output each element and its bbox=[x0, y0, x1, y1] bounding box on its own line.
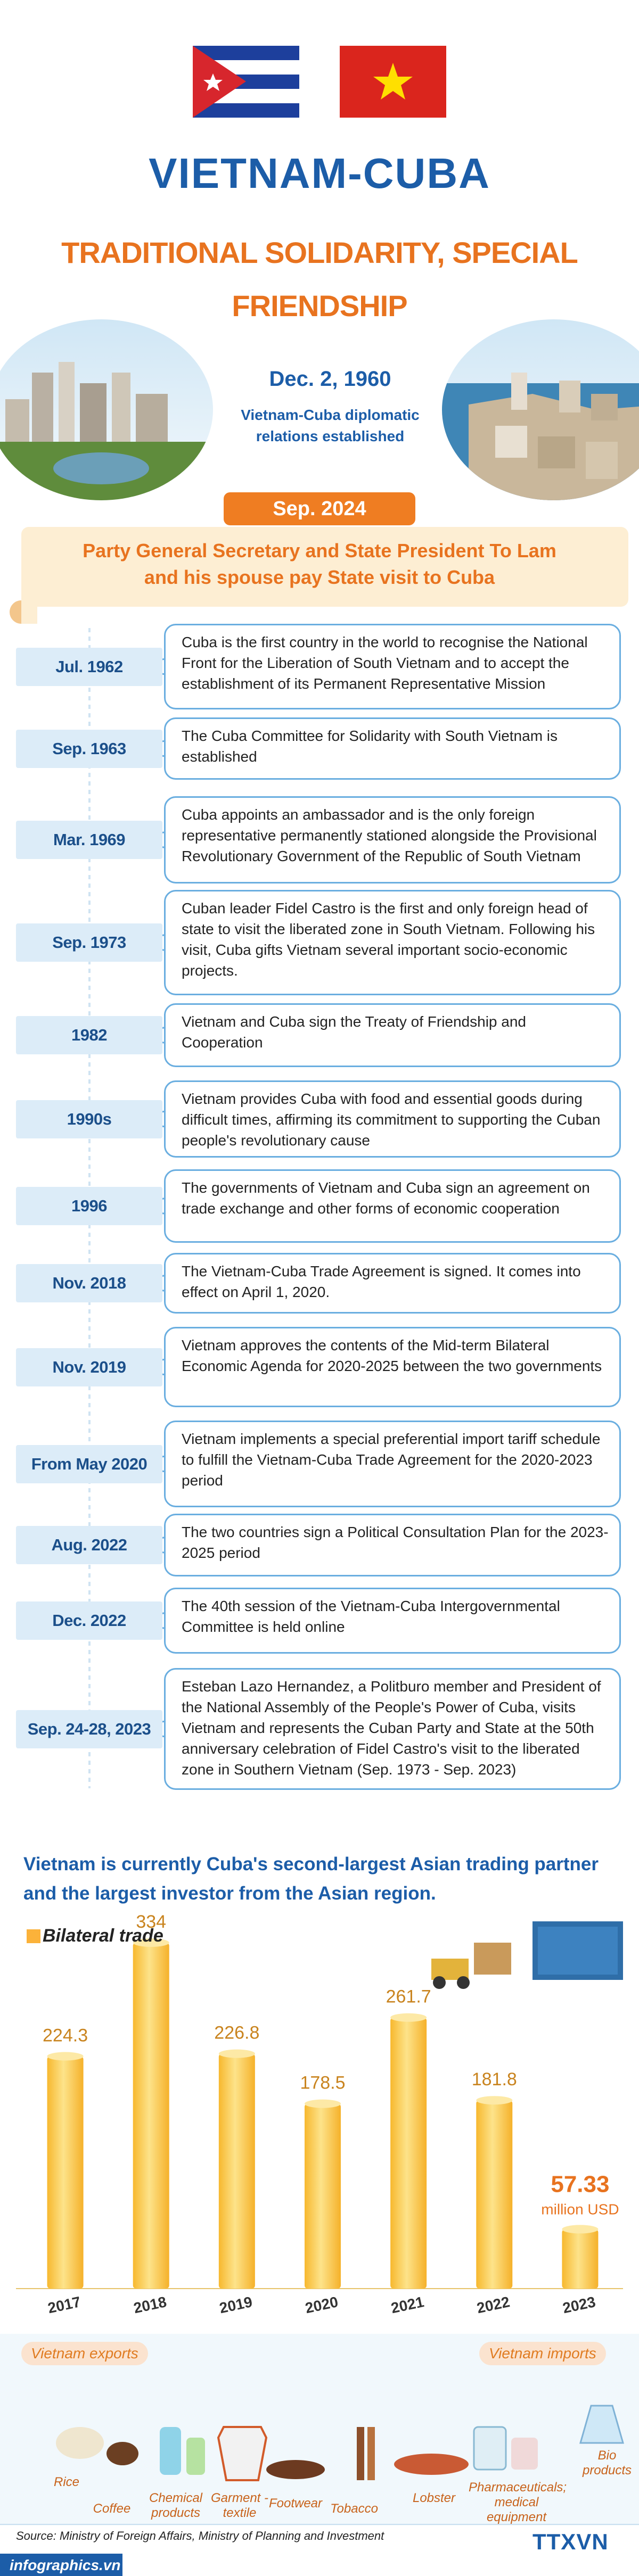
bar-top bbox=[218, 2049, 255, 2058]
founding-date: Dec. 2, 1960 bbox=[269, 367, 391, 391]
scroll bbox=[10, 527, 628, 624]
imports-title: Vietnam imports bbox=[479, 2342, 606, 2365]
bar-top bbox=[476, 2096, 513, 2105]
value-label: 261.7 bbox=[386, 1987, 431, 2007]
export-item: Coffee bbox=[93, 2501, 131, 2516]
bar bbox=[218, 2053, 255, 2289]
legend-swatch bbox=[27, 1929, 40, 1943]
highlight-date: Sep. 2024 bbox=[224, 492, 415, 525]
x-tick-label: 2022 bbox=[476, 2293, 511, 2316]
timeline-date: Nov. 2018 bbox=[16, 1264, 162, 1302]
timeline-date: Mar. 1969 bbox=[16, 821, 162, 859]
timeline-text: Cuba is the first country in the world t… bbox=[164, 624, 621, 709]
title: VIETNAM-CUBA bbox=[149, 150, 490, 197]
bar bbox=[47, 2056, 84, 2289]
site-bar bbox=[0, 2554, 122, 2576]
timeline-date: 1996 bbox=[16, 1187, 162, 1225]
bar bbox=[133, 1943, 169, 2289]
hanoi-image bbox=[0, 319, 213, 500]
bar-top bbox=[133, 1938, 169, 1947]
timeline-text: The 40th session of the Vietnam-Cuba Int… bbox=[164, 1588, 621, 1654]
timeline-text: Vietnam implements a special preferentia… bbox=[164, 1421, 621, 1507]
value-label: 57.33 bbox=[551, 2171, 609, 2197]
export-item: Chemical products bbox=[149, 2491, 203, 2520]
timeline-text: Cuban leader Fidel Castro is the first a… bbox=[164, 890, 621, 995]
timeline-text: Vietnam approves the contents of the Mid… bbox=[164, 1327, 621, 1407]
statement: Vietnam is currently Cuba's second-large… bbox=[23, 1854, 599, 1904]
value-label: 181.8 bbox=[472, 2069, 517, 2090]
trade-goods-panel bbox=[0, 2334, 639, 2525]
x-tick-label: 2019 bbox=[218, 2293, 253, 2316]
timeline-date: Dec. 2022 bbox=[16, 1601, 162, 1640]
bar-top bbox=[47, 2052, 84, 2061]
value-label: 224.3 bbox=[43, 2025, 88, 2045]
cuba-flag bbox=[193, 46, 299, 118]
vietnam-flag bbox=[340, 46, 446, 118]
warehouse-illustration bbox=[431, 1921, 623, 1989]
unit-label: million USD bbox=[541, 2201, 619, 2217]
timeline-text: The Cuba Committee for Solidarity with S… bbox=[164, 717, 621, 780]
value-label: 178.5 bbox=[300, 2073, 345, 2093]
timeline-date: Sep. 24-28, 2023 bbox=[16, 1710, 162, 1748]
bar-top bbox=[305, 2099, 341, 2108]
import-item: Lobster bbox=[412, 2491, 456, 2505]
logo: TTXVN bbox=[532, 2529, 609, 2554]
timeline-date: Jul. 1962 bbox=[16, 647, 162, 686]
timeline-text: The Vietnam-Cuba Trade Agreement is sign… bbox=[164, 1253, 621, 1314]
export-item: Tobacco bbox=[330, 2501, 378, 2516]
footer-rule bbox=[0, 2524, 639, 2525]
havana-image bbox=[442, 319, 639, 500]
founding-note: Vietnam-Cuba diplomatic relations establ… bbox=[241, 407, 420, 444]
timeline-date: Aug. 2022 bbox=[16, 1526, 162, 1564]
bar bbox=[562, 2229, 599, 2289]
export-item: Garment -textile bbox=[210, 2491, 269, 2520]
highlight-text: Party General Secretary and State Presid… bbox=[83, 540, 556, 588]
timeline-text: The governments of Vietnam and Cuba sign… bbox=[164, 1169, 621, 1243]
export-item: Footwear bbox=[268, 2496, 323, 2511]
bar-top bbox=[390, 2013, 427, 2022]
bar-top bbox=[562, 2225, 599, 2234]
timeline-text: Esteban Lazo Hernandez, a Politburo memb… bbox=[164, 1668, 621, 1790]
x-tick-label: 2018 bbox=[132, 2293, 168, 2316]
import-item: Bio products bbox=[582, 2448, 632, 2478]
x-tick-label: 2020 bbox=[304, 2293, 339, 2316]
x-tick-label: 2021 bbox=[389, 2293, 425, 2316]
timeline-date: From May 2020 bbox=[16, 1444, 162, 1483]
subtitle: TRADITIONAL SOLIDARITY, SPECIAL FRIENDSH… bbox=[61, 236, 578, 323]
timeline-date: Nov. 2019 bbox=[16, 1348, 162, 1386]
bar bbox=[390, 2017, 427, 2289]
timeline-date: 1990s bbox=[16, 1100, 162, 1138]
timeline-date: Sep. 1973 bbox=[16, 923, 162, 962]
timeline-text: The two countries sign a Political Consu… bbox=[164, 1514, 621, 1576]
import-item: Pharmaceuticals; medical equipment bbox=[469, 2480, 567, 2524]
x-tick-label: 2023 bbox=[561, 2293, 597, 2316]
bar bbox=[305, 2103, 341, 2289]
x-tick-label: 2017 bbox=[46, 2293, 82, 2316]
bar bbox=[476, 2100, 513, 2289]
timeline-text: Vietnam and Cuba sign the Treaty of Frie… bbox=[164, 1003, 621, 1067]
value-label: 334 bbox=[136, 1912, 166, 1932]
timeline-text: Vietnam provides Cuba with food and esse… bbox=[164, 1080, 621, 1158]
source: Source: Ministry of Foreign Affairs, Min… bbox=[16, 2529, 384, 2542]
goods-icons bbox=[56, 2405, 624, 2481]
site: infographics.vn bbox=[10, 2557, 121, 2573]
exports-title: Vietnam exports bbox=[21, 2342, 148, 2365]
timeline-date: 1982 bbox=[16, 1016, 162, 1054]
timeline-text: Cuba appoints an ambassador and is the o… bbox=[164, 796, 621, 884]
value-label: 226.8 bbox=[214, 2023, 259, 2043]
timeline-date: Sep. 1963 bbox=[16, 729, 162, 768]
chart-title: Bilateral trade bbox=[43, 1926, 163, 1946]
export-item: Rice bbox=[53, 2475, 79, 2489]
